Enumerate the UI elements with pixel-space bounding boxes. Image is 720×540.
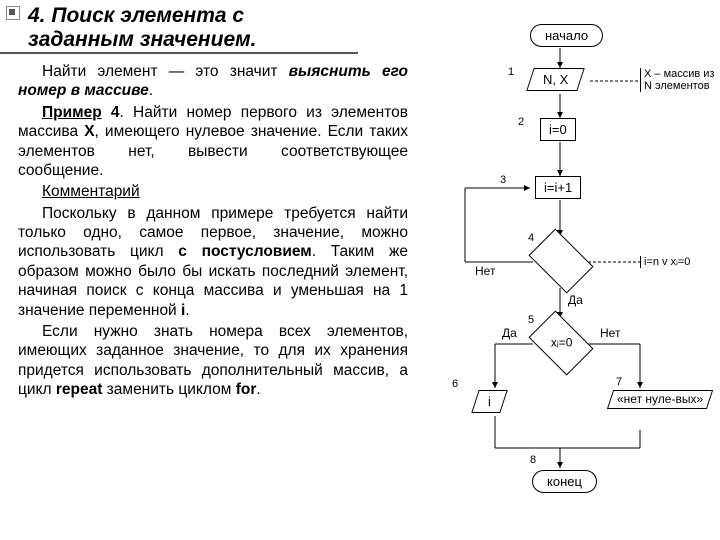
node-2: i=0 xyxy=(540,118,576,141)
t: N, X xyxy=(543,72,568,87)
lbl-yes4: Да xyxy=(568,293,583,307)
t: X xyxy=(84,123,94,140)
num-8: 8 xyxy=(530,454,536,466)
t: 4 xyxy=(102,104,120,121)
t: xᵢ=0 xyxy=(536,335,588,349)
t: Найти элемент — это значит xyxy=(42,63,289,80)
title-bullet xyxy=(6,6,20,20)
note-4: i=n v xᵢ=0 xyxy=(640,256,690,268)
t: с постусловием xyxy=(178,243,311,260)
t: . xyxy=(185,302,189,319)
t: i xyxy=(488,394,491,409)
num-2: 2 xyxy=(518,116,524,128)
node-7: «нет нуле-вых» xyxy=(607,390,713,409)
t: заменить циклом xyxy=(102,381,235,398)
node-3: i=i+1 xyxy=(535,176,581,199)
lbl-yes5: Да xyxy=(502,326,517,340)
t: for xyxy=(236,381,257,398)
note-input: X – массив из N элементов xyxy=(640,68,719,92)
num-7: 7 xyxy=(616,376,622,388)
t: Пример xyxy=(42,104,102,121)
t: . xyxy=(256,381,260,398)
flowchart: начало N, X 1 X – массив из N элементов … xyxy=(430,18,720,528)
node-end: конец xyxy=(532,470,597,493)
num-6: 6 xyxy=(452,378,458,390)
lbl-no5: Нет xyxy=(600,326,620,340)
num-4: 4 xyxy=(528,232,534,244)
page-title: 4. Поиск элемента с заданным значением. xyxy=(0,0,358,54)
node-start: начало xyxy=(530,24,603,47)
lbl-no4: Нет xyxy=(475,264,495,278)
t: «нет нуле-вых» xyxy=(617,393,703,406)
node-input: N, X xyxy=(526,68,585,91)
t: repeat xyxy=(56,381,103,398)
num-1: 1 xyxy=(508,66,514,78)
body-text: Найти элемент — это значит выяснить его … xyxy=(0,54,426,399)
num-3: 3 xyxy=(500,174,506,186)
num-5: 5 xyxy=(528,314,534,326)
t: . xyxy=(149,82,153,99)
t: Комментарий xyxy=(42,183,140,200)
